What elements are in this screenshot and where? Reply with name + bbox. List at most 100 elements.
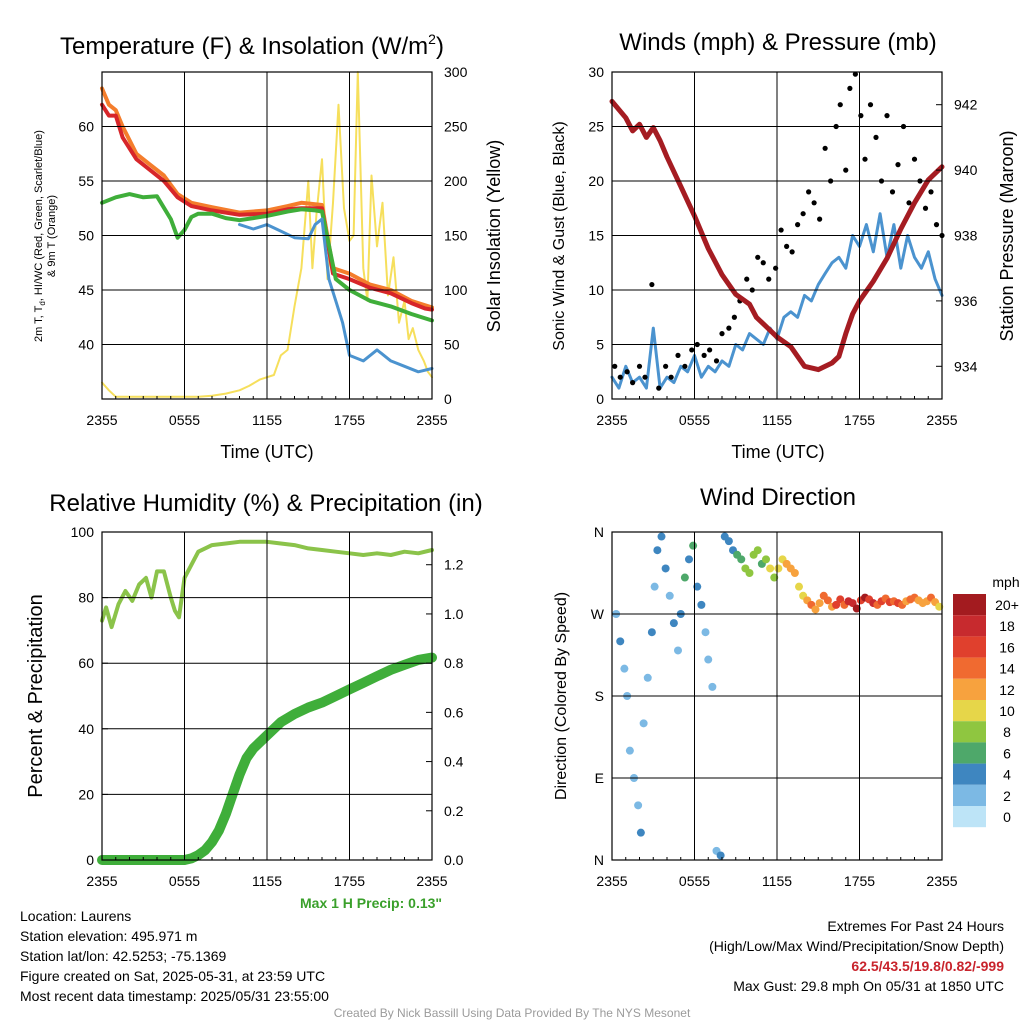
title-close: ) — [436, 33, 444, 60]
speed-legend: mph 20+ 18 16 14 12 10 8 6 4 2 0 — [953, 574, 1020, 828]
created-text: Figure created on Sat, 2025-05-31, at 23… — [20, 968, 326, 984]
x-tick-label: 2355 — [86, 873, 117, 889]
extremes-info: Extremes For Past 24 Hours (High/Low/Max… — [709, 916, 1004, 996]
y-tick-label: 100 — [71, 524, 95, 540]
series-temp_2m — [100, 102, 434, 312]
y-tick-label: E — [595, 770, 604, 786]
direction-point — [852, 604, 861, 613]
direction-point — [689, 541, 698, 550]
gust-point — [668, 374, 674, 380]
title-superscript: 2 — [428, 31, 436, 47]
y-tick-label: 5 — [596, 337, 604, 353]
legend-label: 2 — [1003, 788, 1011, 804]
direction-point — [650, 582, 659, 591]
gust-point — [719, 331, 725, 337]
y2-tick-label: 0 — [444, 391, 452, 407]
x-tick-label: 1755 — [844, 873, 875, 889]
legend-label: 20+ — [995, 597, 1019, 613]
direction-point — [634, 801, 643, 810]
x-tick-label: 2355 — [926, 412, 957, 428]
y2-tick-label: 200 — [444, 173, 468, 189]
x-tick-label: 0555 — [169, 873, 200, 889]
gust-point — [731, 314, 737, 320]
gust-point — [612, 363, 618, 369]
y-tick-label: 60 — [78, 655, 94, 671]
direction-point — [704, 655, 713, 664]
direction-point — [680, 573, 689, 582]
direction-point — [823, 596, 832, 605]
x-tick-label: 1155 — [252, 412, 282, 428]
legend-swatch — [953, 721, 986, 743]
y2-tick-label: 940 — [954, 162, 978, 178]
gust-point — [837, 102, 843, 108]
legend-swatch — [953, 784, 986, 806]
x-tick-label: 2355 — [926, 873, 957, 889]
gust-point — [817, 216, 823, 222]
gust-point — [617, 374, 623, 380]
gust-point — [649, 281, 655, 288]
y-tick-label: 80 — [78, 590, 94, 606]
x-tick-label: 1155 — [762, 412, 792, 428]
direction-point — [815, 599, 824, 608]
y-axis-label-rest: , HI/WC (Red, Green, Scarlet/Blue) — [33, 130, 45, 301]
y-tick-label: W — [591, 606, 605, 622]
legend-label: 18 — [999, 618, 1015, 634]
y2-tick-label: 100 — [444, 282, 468, 298]
y2-tick-label: 150 — [444, 228, 468, 244]
direction-point — [708, 682, 717, 691]
direction-point — [643, 673, 652, 682]
chart-wind: 2355 0555 1155 1755 2355 0 5 10 15 20 25 30 934 936 93… — [551, 29, 1017, 462]
y2-tick-label: 300 — [444, 64, 468, 80]
legend-swatch — [953, 678, 986, 700]
gust-point — [811, 200, 817, 206]
gust-point — [778, 227, 784, 233]
credit-line: Created By Nick Bassill Using Data Provi… — [333, 1006, 691, 1020]
x-tick-label: 1155 — [252, 873, 282, 889]
direction-point — [661, 564, 670, 573]
gust-point — [852, 71, 858, 77]
chart-title: Temperature (F) & Insolation (W/m2) — [60, 31, 444, 60]
direction-point — [811, 605, 820, 614]
direction-point — [762, 555, 770, 564]
gust-point — [789, 249, 795, 255]
legend-label: 10 — [999, 703, 1015, 719]
gust-point — [689, 347, 695, 353]
gust-point — [663, 363, 669, 369]
gust-point — [867, 102, 874, 108]
gust-point — [889, 189, 896, 195]
gust-point — [933, 222, 940, 228]
series-relative_humidity — [100, 539, 434, 630]
y2-tick-label: 0.4 — [444, 754, 464, 770]
y-tick-label: 45 — [78, 282, 94, 298]
legend-label: 12 — [999, 682, 1015, 698]
chart-title: Relative Humidity (%) & Precipitation (i… — [49, 490, 482, 517]
max-precip-label: Max 1 H Precip: 0.13" — [300, 895, 443, 911]
y-tick-label: 0 — [596, 391, 604, 407]
legend-label: 8 — [1003, 724, 1011, 740]
series-precipitation — [97, 652, 437, 865]
x-tick-label: 2355 — [596, 412, 627, 428]
gust-point — [847, 85, 853, 91]
gust-point — [755, 254, 761, 260]
y2-tick-label: 934 — [954, 358, 978, 374]
legend-label: 14 — [999, 661, 1015, 677]
series-temp_9m — [100, 86, 434, 310]
direction-point — [832, 600, 841, 609]
y-tick-label: 20 — [78, 786, 94, 802]
direction-point — [636, 828, 645, 837]
gust-point — [873, 134, 879, 140]
legend-label: 0 — [1003, 809, 1011, 825]
gust-point — [744, 276, 750, 282]
gust-point — [911, 156, 918, 162]
extremes-values: 62.5/43.5/19.8/0.82/-999 — [851, 958, 1004, 974]
x-tick-label: 1755 — [334, 412, 365, 428]
direction-point — [753, 546, 762, 555]
gust-point — [806, 189, 812, 195]
y-tick-label: 55 — [78, 173, 94, 189]
x-tick-label: 1755 — [334, 873, 365, 889]
gust-point — [707, 347, 713, 353]
direction-point — [674, 646, 682, 655]
legend-swatch — [953, 700, 986, 722]
gust-point — [784, 243, 790, 249]
gust-point — [656, 385, 662, 391]
